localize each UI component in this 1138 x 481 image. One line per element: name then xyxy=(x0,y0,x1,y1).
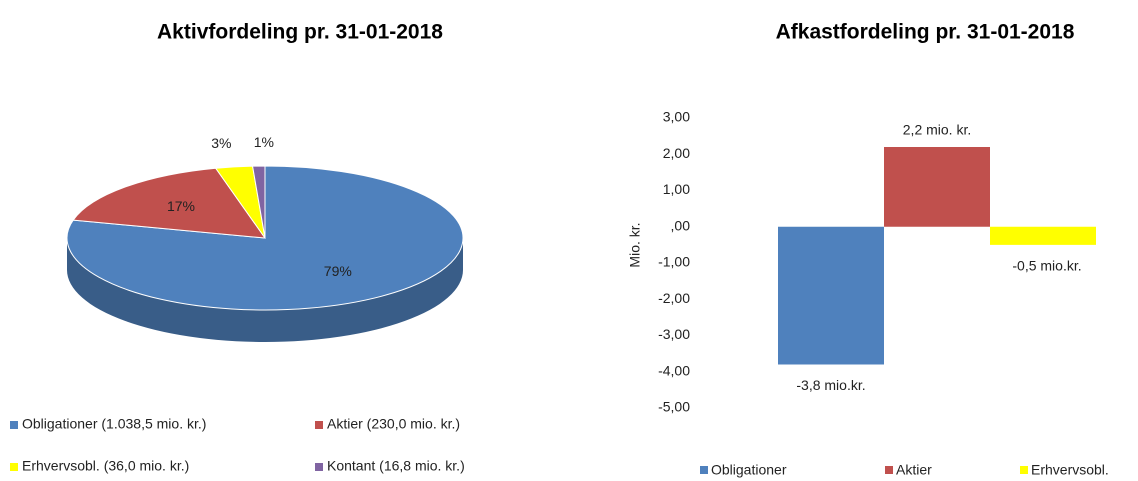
data-label: -3,8 mio.kr. xyxy=(796,377,865,393)
legend-label: Aktier (230,0 mio. kr.) xyxy=(327,416,460,432)
legend-swatch xyxy=(10,463,18,471)
y-tick-label: 3,00 xyxy=(663,109,690,125)
legend-label: Aktier xyxy=(896,462,932,478)
pie-slice xyxy=(251,165,266,239)
data-label: 1% xyxy=(254,134,274,150)
pie-slice xyxy=(72,167,267,239)
y-tick-label: -3,00 xyxy=(658,326,690,342)
y-tick-label: -4,00 xyxy=(658,362,690,378)
legend-swatch xyxy=(315,463,323,471)
legend-swatch xyxy=(1020,466,1028,474)
y-axis-label: Mio. kr. xyxy=(627,222,643,267)
legend-label: Obligationer xyxy=(711,462,787,478)
y-tick-label: ,00 xyxy=(671,217,691,233)
bar-title: Afkastfordeling pr. 31-01-2018 xyxy=(776,21,1075,44)
y-tick-label: 1,00 xyxy=(663,181,690,197)
legend-swatch xyxy=(10,421,18,429)
bar xyxy=(778,226,884,365)
y-tick-label: -2,00 xyxy=(658,290,690,306)
legend-label: Erhvervsobl. (36,0 mio. kr.) xyxy=(22,458,189,474)
y-tick-label: -1,00 xyxy=(658,254,690,270)
bar xyxy=(990,226,1096,245)
pie-side xyxy=(67,238,463,342)
y-tick-label: 2,00 xyxy=(663,145,690,161)
bar xyxy=(884,147,990,227)
data-label: 3% xyxy=(211,135,231,151)
legend-swatch xyxy=(700,466,708,474)
data-label: 2,2 mio. kr. xyxy=(903,122,971,138)
legend-swatch xyxy=(885,466,893,474)
legend-swatch xyxy=(315,421,323,429)
data-label: -0,5 mio.kr. xyxy=(1012,258,1081,274)
data-label: 79% xyxy=(324,263,352,279)
pie-title: Aktivfordeling pr. 31-01-2018 xyxy=(157,21,443,44)
legend-label: Obligationer (1.038,5 mio. kr.) xyxy=(22,416,206,432)
legend-label: Kontant (16,8 mio. kr.) xyxy=(327,458,465,474)
legend-label: Erhvervsobl. xyxy=(1031,462,1109,478)
data-label: 17% xyxy=(167,198,195,214)
y-tick-label: -5,00 xyxy=(658,399,690,415)
